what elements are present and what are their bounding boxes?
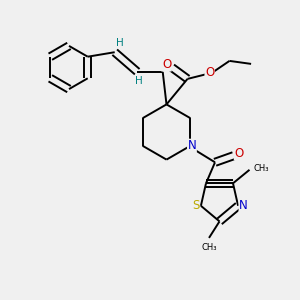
Text: N: N [239,199,248,212]
Text: H: H [135,76,142,86]
Text: CH₃: CH₃ [253,164,268,173]
Text: O: O [162,58,171,71]
Text: CH₃: CH₃ [201,243,217,252]
Text: O: O [234,147,244,160]
Text: O: O [205,65,214,79]
Text: H: H [116,38,124,48]
Text: N: N [188,139,196,152]
Text: S: S [192,199,199,212]
